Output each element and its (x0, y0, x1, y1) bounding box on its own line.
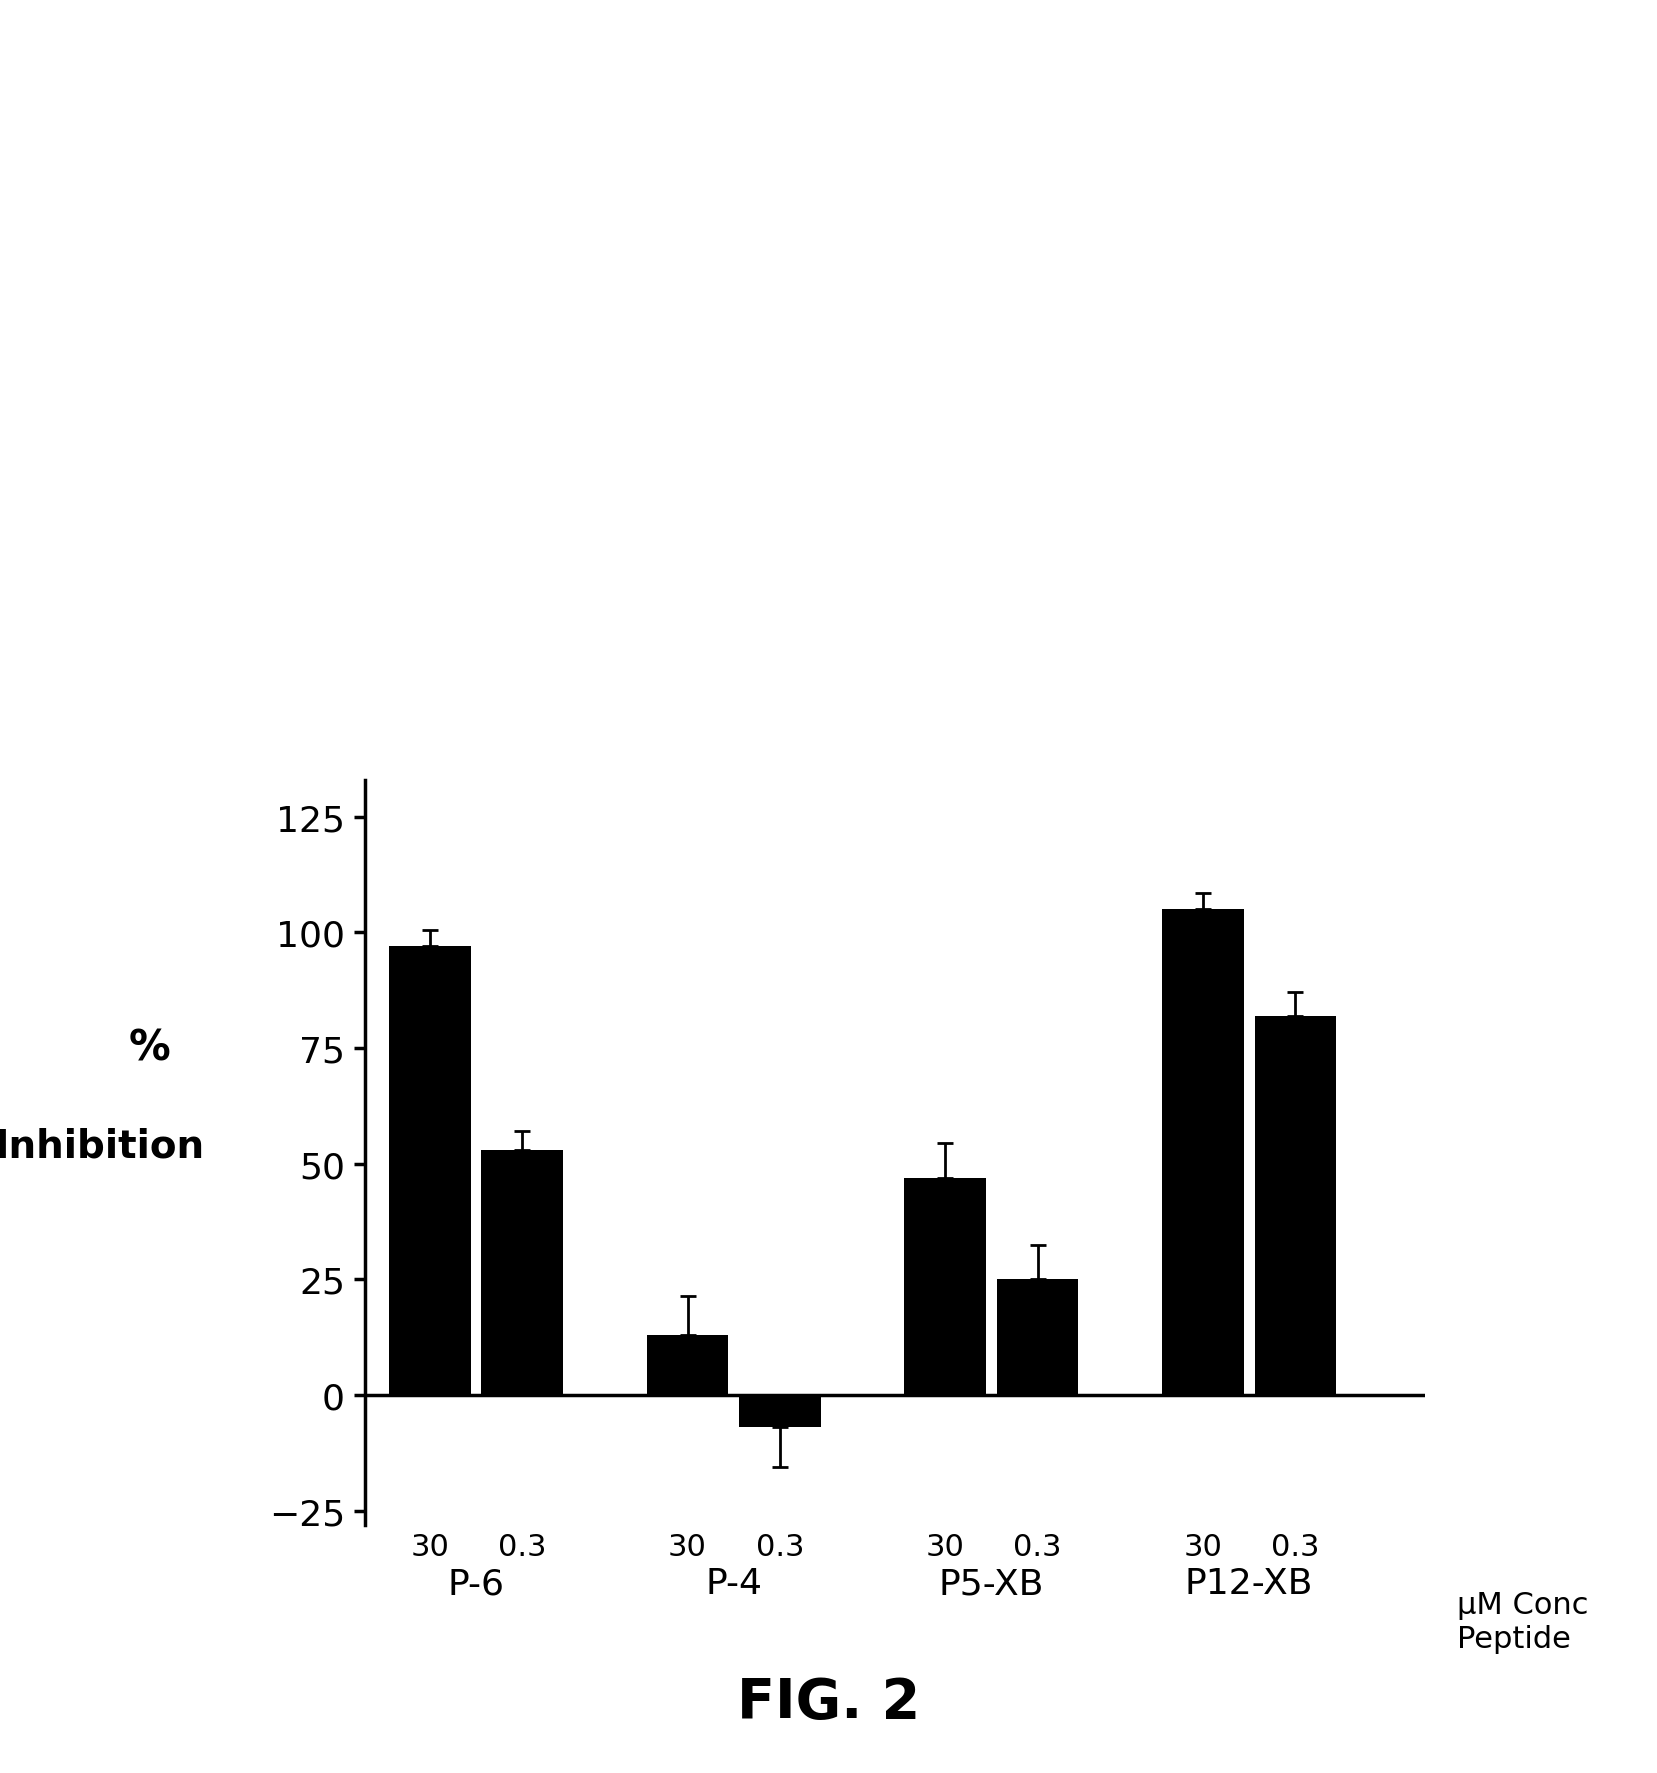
Text: 0.3: 0.3 (756, 1532, 804, 1560)
Text: 30: 30 (1183, 1532, 1223, 1560)
Text: FIG. 2: FIG. 2 (737, 1675, 920, 1729)
Text: P12-XB: P12-XB (1185, 1566, 1314, 1601)
Text: 30: 30 (926, 1532, 964, 1560)
Bar (739, 1395, 820, 1427)
Bar (389, 947, 471, 1395)
Bar (998, 1280, 1079, 1395)
Text: Inhibition: Inhibition (0, 1128, 204, 1165)
Bar (646, 1335, 729, 1395)
Bar (482, 1151, 563, 1395)
Text: P5-XB: P5-XB (940, 1566, 1044, 1601)
Bar (905, 1177, 986, 1395)
Text: μM Conc
Peptide: μM Conc Peptide (1457, 1590, 1589, 1652)
Text: 30: 30 (668, 1532, 708, 1560)
Text: P-4: P-4 (706, 1566, 762, 1601)
Text: 0.3: 0.3 (1271, 1532, 1319, 1560)
Text: 0.3: 0.3 (1014, 1532, 1062, 1560)
Text: P-6: P-6 (447, 1566, 504, 1601)
Bar (1254, 1016, 1336, 1395)
Bar (1162, 910, 1244, 1395)
Text: 30: 30 (411, 1532, 449, 1560)
Text: 0.3: 0.3 (497, 1532, 547, 1560)
Text: %: % (128, 1027, 171, 1069)
